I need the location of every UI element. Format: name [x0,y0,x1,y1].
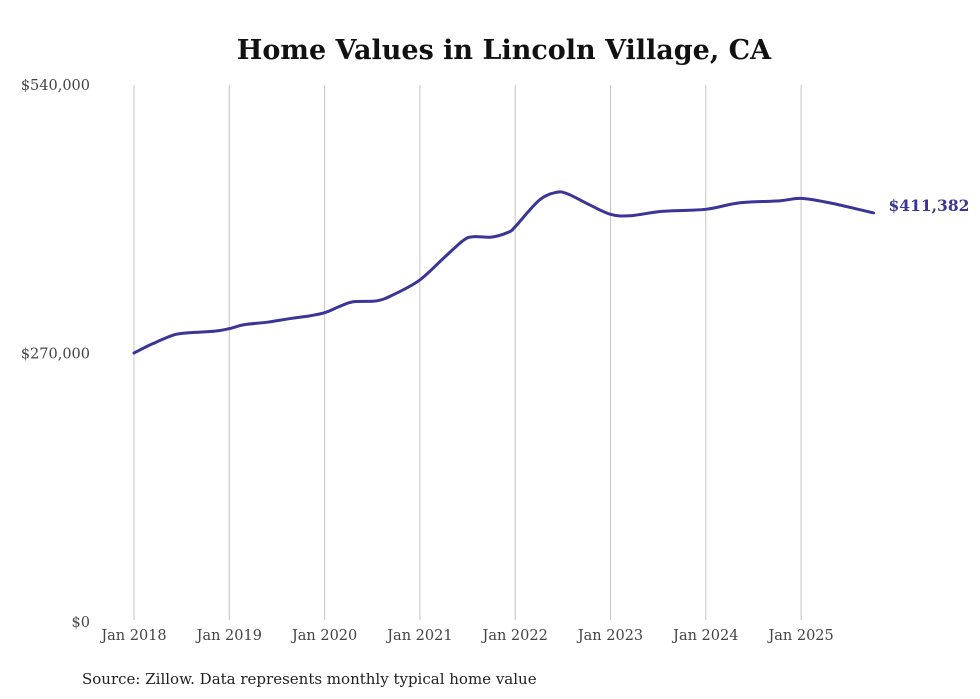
source-note: Source: Zillow. Data represents monthly … [82,670,537,688]
gridlines [133,85,802,620]
y-tick-label: $270,000 [21,347,90,363]
x-tick-label: Jan 2018 [99,628,166,644]
x-tick-label: Jan 2025 [766,628,833,644]
x-axis: Jan 2018 Jan 2019 Jan 2020 Jan 2021 Jan 2022… [99,628,833,644]
x-tick-label: Jan 2019 [195,628,262,644]
x-tick-label: Jan 2020 [290,628,357,644]
y-axis: $0 $270,000 $540,000 [21,78,90,631]
x-tick-label: Jan 2022 [481,628,548,644]
chart-title: Home Values in Lincoln Village, CA [237,35,772,66]
y-tick-label: $540,000 [21,78,90,94]
y-tick-label: $0 [72,615,90,631]
x-tick-label: Jan 2024 [671,628,738,644]
series-line [132,190,876,355]
end-value-label: $411,382 [889,196,970,215]
x-tick-label: Jan 2021 [385,628,452,644]
x-tick-label: Jan 2023 [576,628,643,644]
